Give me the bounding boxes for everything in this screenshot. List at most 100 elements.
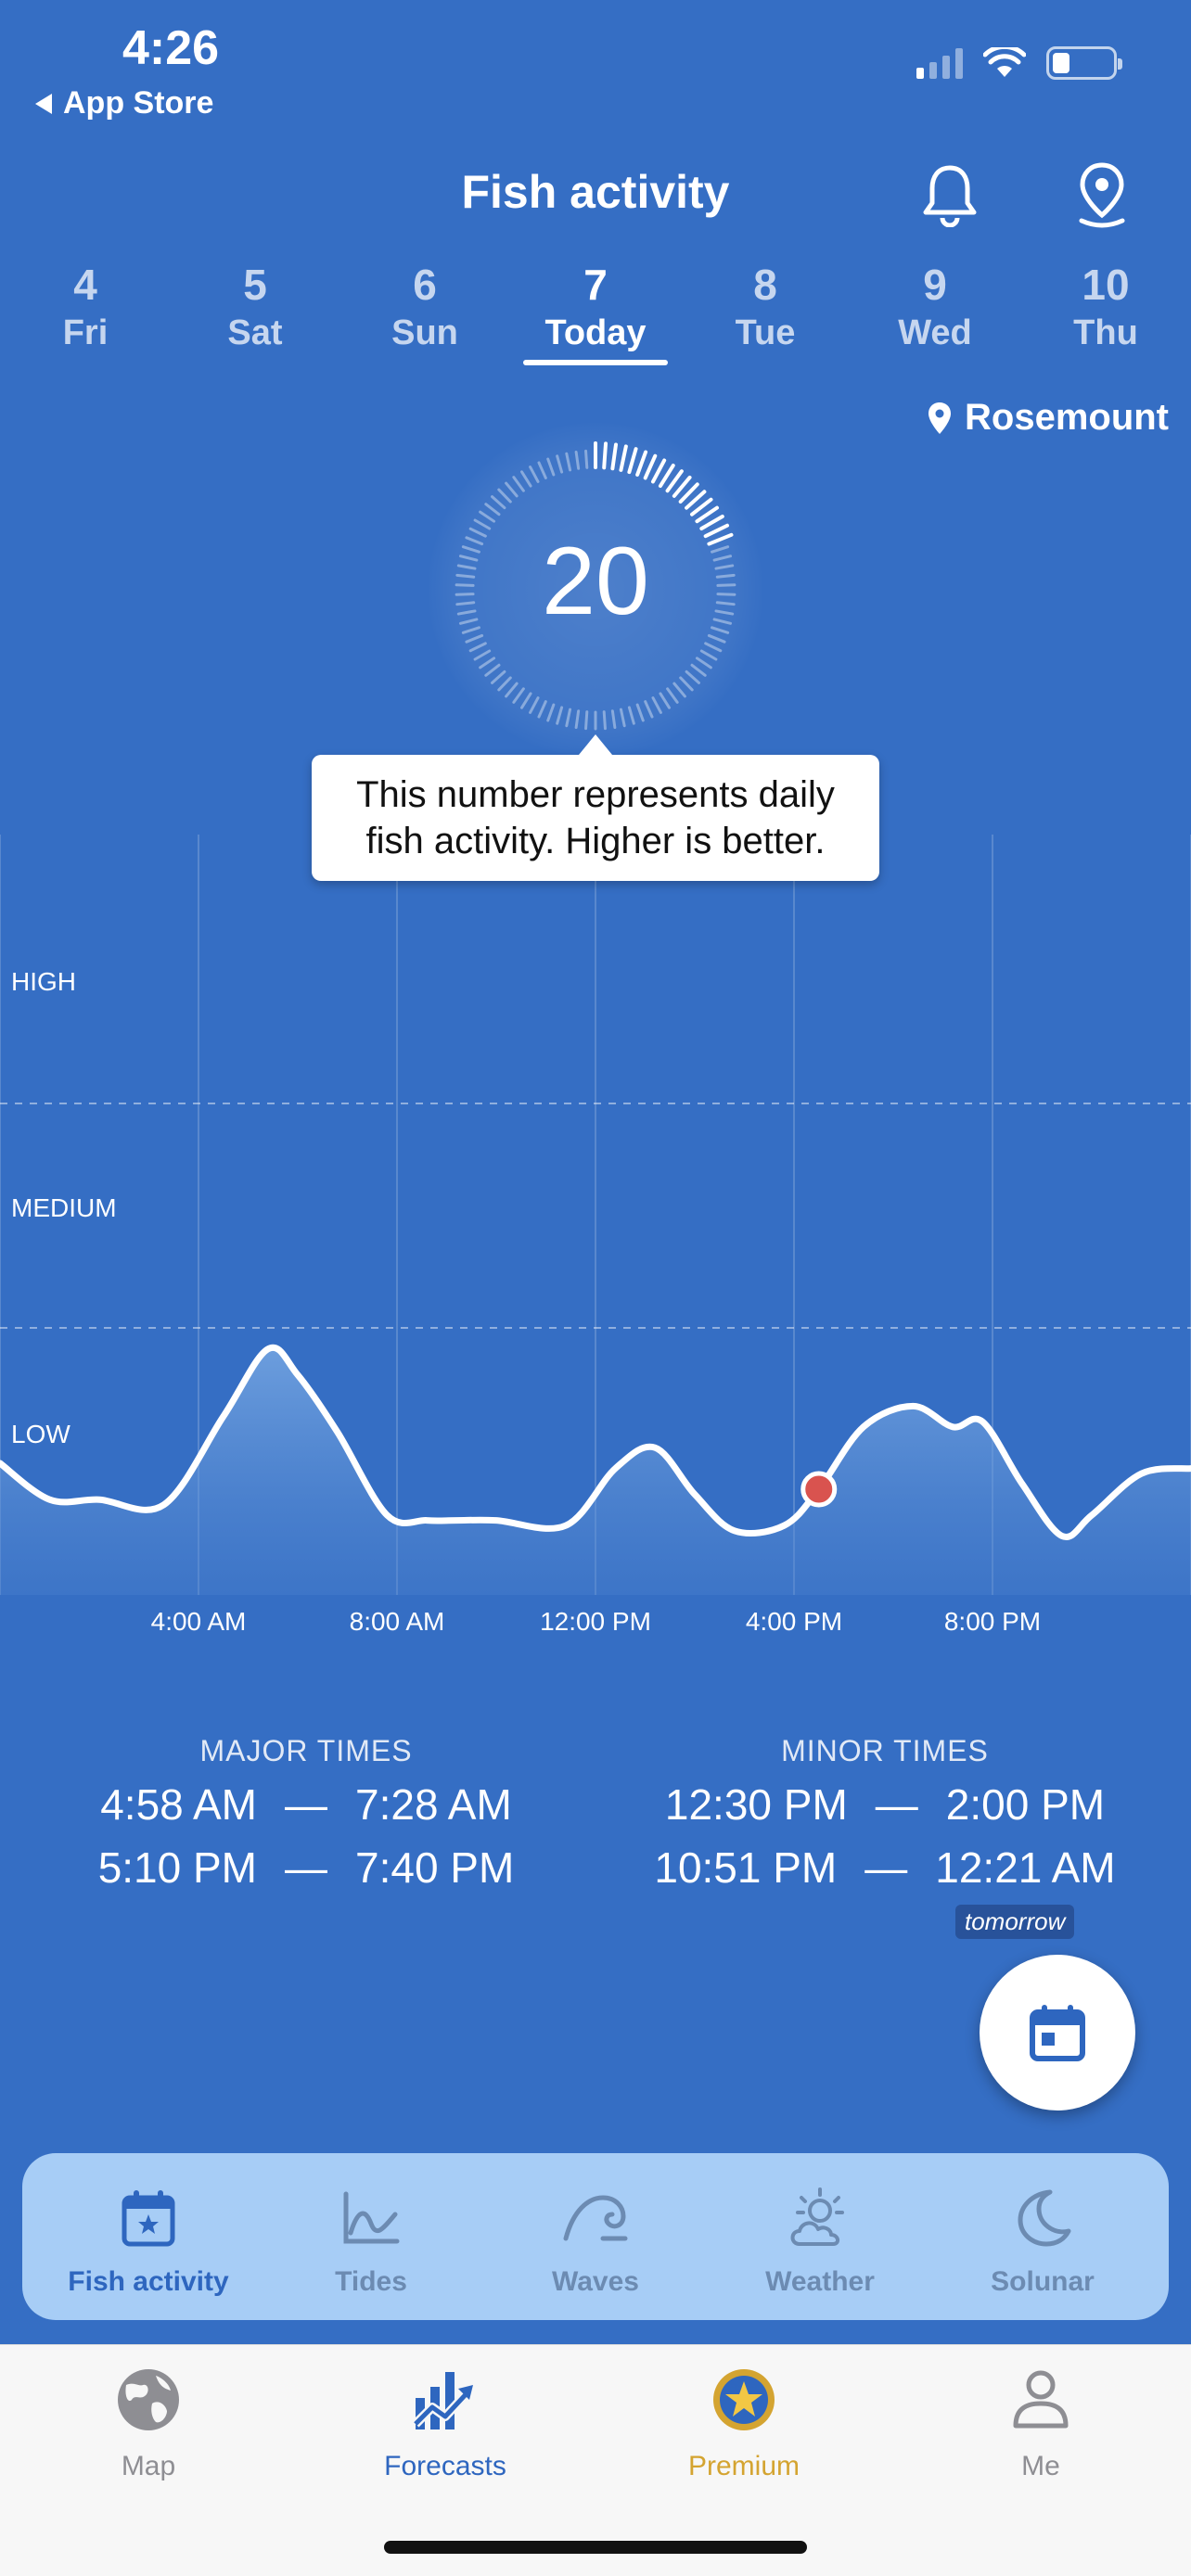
dial-tick <box>456 564 477 570</box>
dial-tick <box>685 670 700 684</box>
dial-tick <box>712 618 733 625</box>
status-indicators <box>916 46 1122 80</box>
dial-tick <box>512 476 525 492</box>
subtab-waves[interactable]: Waves <box>493 2181 698 2298</box>
dial-tick <box>468 527 487 538</box>
dial-tick <box>520 692 532 709</box>
day-tab-sat[interactable]: 5 Sat <box>227 261 283 352</box>
home-indicator[interactable] <box>384 2541 807 2554</box>
dial-tick <box>627 706 635 725</box>
dial-tick <box>455 573 476 579</box>
back-to-app-store[interactable]: App Store <box>35 85 213 121</box>
dial-tick <box>479 657 496 670</box>
minor-times: MINOR TIMES 12:30 PM —2:00 PM 10:51 PM —12… <box>597 1734 1172 1893</box>
dial-tick <box>715 601 736 606</box>
dial-tick <box>711 626 730 634</box>
location-pin-icon[interactable] <box>1065 158 1139 232</box>
dial-tick-active <box>703 523 730 539</box>
day-tab-thu[interactable]: 10 Thu <box>1073 261 1138 352</box>
minor-time-row: 12:30 PM —2:00 PM <box>664 1780 1106 1829</box>
day-tab-wed[interactable]: 9 Wed <box>898 261 972 352</box>
dial-tick-active <box>695 505 719 524</box>
dial-tick <box>651 696 662 714</box>
dial-tick <box>529 696 540 714</box>
dial-tick <box>461 626 480 634</box>
activity-score: 20 <box>542 528 649 635</box>
subtab-weather[interactable]: Weather <box>718 2181 922 2298</box>
dial-tick <box>610 709 617 730</box>
map-pin-icon <box>928 402 951 434</box>
dial-tick <box>699 649 718 661</box>
chart-level-label: HIGH <box>11 967 76 996</box>
chart-x-tick-label: 8:00 AM <box>350 1607 445 1636</box>
dial-tick <box>520 470 532 488</box>
dial-tick-active <box>658 464 675 489</box>
calendar-fab-button[interactable] <box>980 1955 1135 2111</box>
chart-x-tick-label: 12:00 PM <box>540 1607 651 1636</box>
dial-tick <box>711 545 730 554</box>
dial-tick <box>473 518 492 530</box>
dial-tick <box>484 503 501 516</box>
nav-me[interactable]: Me <box>939 2360 1143 2482</box>
dial-tick <box>505 682 519 698</box>
dial-tick <box>556 454 564 474</box>
dial-tick <box>497 676 512 692</box>
calendar-star-icon <box>122 2190 175 2247</box>
person-icon <box>1013 2370 1069 2429</box>
dial-tick <box>468 642 487 653</box>
chart-level-label: LOW <box>11 1420 70 1448</box>
day-tab-today[interactable]: 7 Today <box>521 260 670 365</box>
back-app-label: App Store <box>63 85 214 121</box>
dial-tick <box>537 700 547 719</box>
moon-icon <box>1018 2189 1071 2247</box>
day-tab-fri[interactable]: 4 Fri <box>62 261 109 352</box>
dial-tick <box>574 450 581 470</box>
battery-icon <box>1046 46 1122 80</box>
location-selector[interactable]: Rosemount <box>928 397 1169 439</box>
dial-tick <box>716 583 736 587</box>
dial-tick-active <box>619 444 628 472</box>
tooltip-line-1: This number represents daily <box>356 774 835 815</box>
dial-tick <box>512 687 525 704</box>
back-triangle-icon <box>35 93 52 114</box>
subtab-solunar[interactable]: Solunar <box>941 2181 1145 2298</box>
dial-tick <box>716 593 736 596</box>
dial-tick <box>491 495 506 510</box>
major-time-row: 5:10 PM —7:40 PM <box>97 1843 515 1892</box>
subtab-fish-activity[interactable]: Fish activity <box>46 2181 250 2298</box>
dial-tick <box>497 488 512 504</box>
dial-tick <box>602 710 607 731</box>
day-selector: 4 Fri 5 Sat 6 Sun 7 Today 8 Tue 9 Wed 10 Thu <box>0 260 1191 371</box>
dial-tick <box>565 708 572 728</box>
activity-chart: HIGH MEDIUM LOW 4:00 AM 8:00 AM 12:00 PM 4:00 … <box>0 835 1191 1651</box>
subtab-tides[interactable]: Tides <box>269 2181 473 2298</box>
nav-premium[interactable]: Premium <box>642 2360 846 2482</box>
bottom-navigation: Map Forecasts Premium Me <box>0 2344 1191 2576</box>
chart-current-time-marker[interactable] <box>800 1471 838 1508</box>
day-tab-sun[interactable]: 6 Sun <box>391 261 458 352</box>
dial-tick <box>584 449 589 469</box>
dial-tick <box>505 481 519 498</box>
dial-tick <box>537 461 547 479</box>
dial-tick-active <box>699 515 724 530</box>
minor-times-title: MINOR TIMES <box>781 1734 989 1767</box>
dial-tick <box>565 452 572 472</box>
page-title: Fish activity <box>461 166 730 218</box>
dial-tick <box>465 633 484 644</box>
dial-tick <box>635 703 645 722</box>
score-tooltip[interactable]: This number represents daily fish activi… <box>312 734 879 881</box>
dial-tick-active <box>650 458 667 484</box>
day-tab-tue[interactable]: 8 Tue <box>735 261 796 352</box>
dial-tick <box>690 663 707 677</box>
chart-x-tick-label: 4:00 PM <box>746 1607 842 1636</box>
notifications-bell-icon[interactable] <box>913 158 987 232</box>
dial-tick-active <box>685 490 707 510</box>
dial-tick <box>584 710 589 731</box>
dial-tick <box>455 593 475 596</box>
chart-x-tick-label: 4:00 AM <box>151 1607 247 1636</box>
nav-forecasts[interactable]: Forecasts <box>343 2360 547 2482</box>
dial-tick-active <box>665 469 684 493</box>
dial-tick <box>672 682 686 698</box>
nav-map[interactable]: Map <box>46 2360 250 2482</box>
dial-tick <box>458 618 479 625</box>
